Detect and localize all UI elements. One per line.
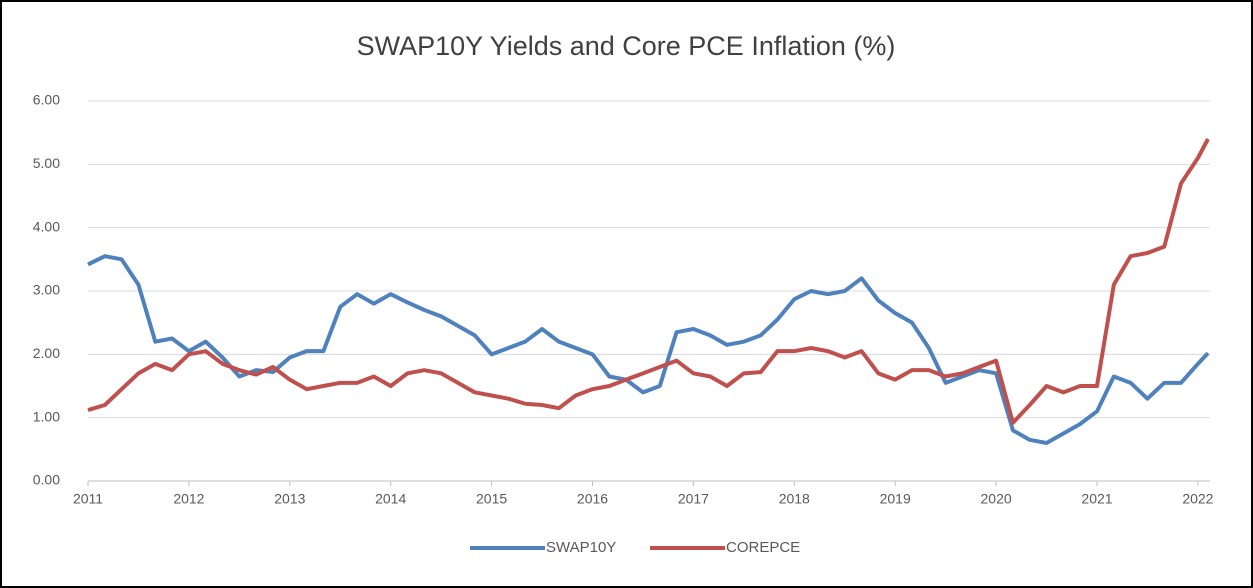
x-tick-label: 2019 (880, 491, 911, 507)
series-line (87, 138, 1210, 425)
y-tick-label: 0.00 (33, 472, 60, 488)
x-tick-label: 2020 (981, 491, 1012, 507)
chart-title: SWAP10Y Yields and Core PCE Inflation (%… (357, 31, 896, 61)
x-tick-label: 2018 (779, 491, 810, 507)
x-tick-label: 2012 (173, 491, 204, 507)
x-tick-label: 2014 (375, 491, 406, 507)
legend-label: COREPCE (726, 539, 800, 556)
x-tick-label: 2011 (73, 491, 103, 507)
y-tick-label: 2.00 (33, 345, 60, 361)
y-tick-label: 5.00 (33, 155, 60, 171)
x-tick-label: 2021 (1081, 491, 1112, 507)
legend-label: SWAP10Y (546, 539, 616, 556)
y-tick-label: 6.00 (33, 92, 60, 108)
x-tick-label: 2017 (678, 491, 709, 507)
y-tick-label: 1.00 (33, 408, 60, 424)
x-tick-label: 2015 (476, 491, 507, 507)
x-tick-label: 2022 (1182, 491, 1213, 507)
y-tick-label: 4.00 (33, 218, 60, 234)
x-tick-label: 2013 (274, 491, 305, 507)
y-tick-label: 3.00 (33, 282, 60, 298)
x-tick-label: 2016 (577, 491, 608, 507)
